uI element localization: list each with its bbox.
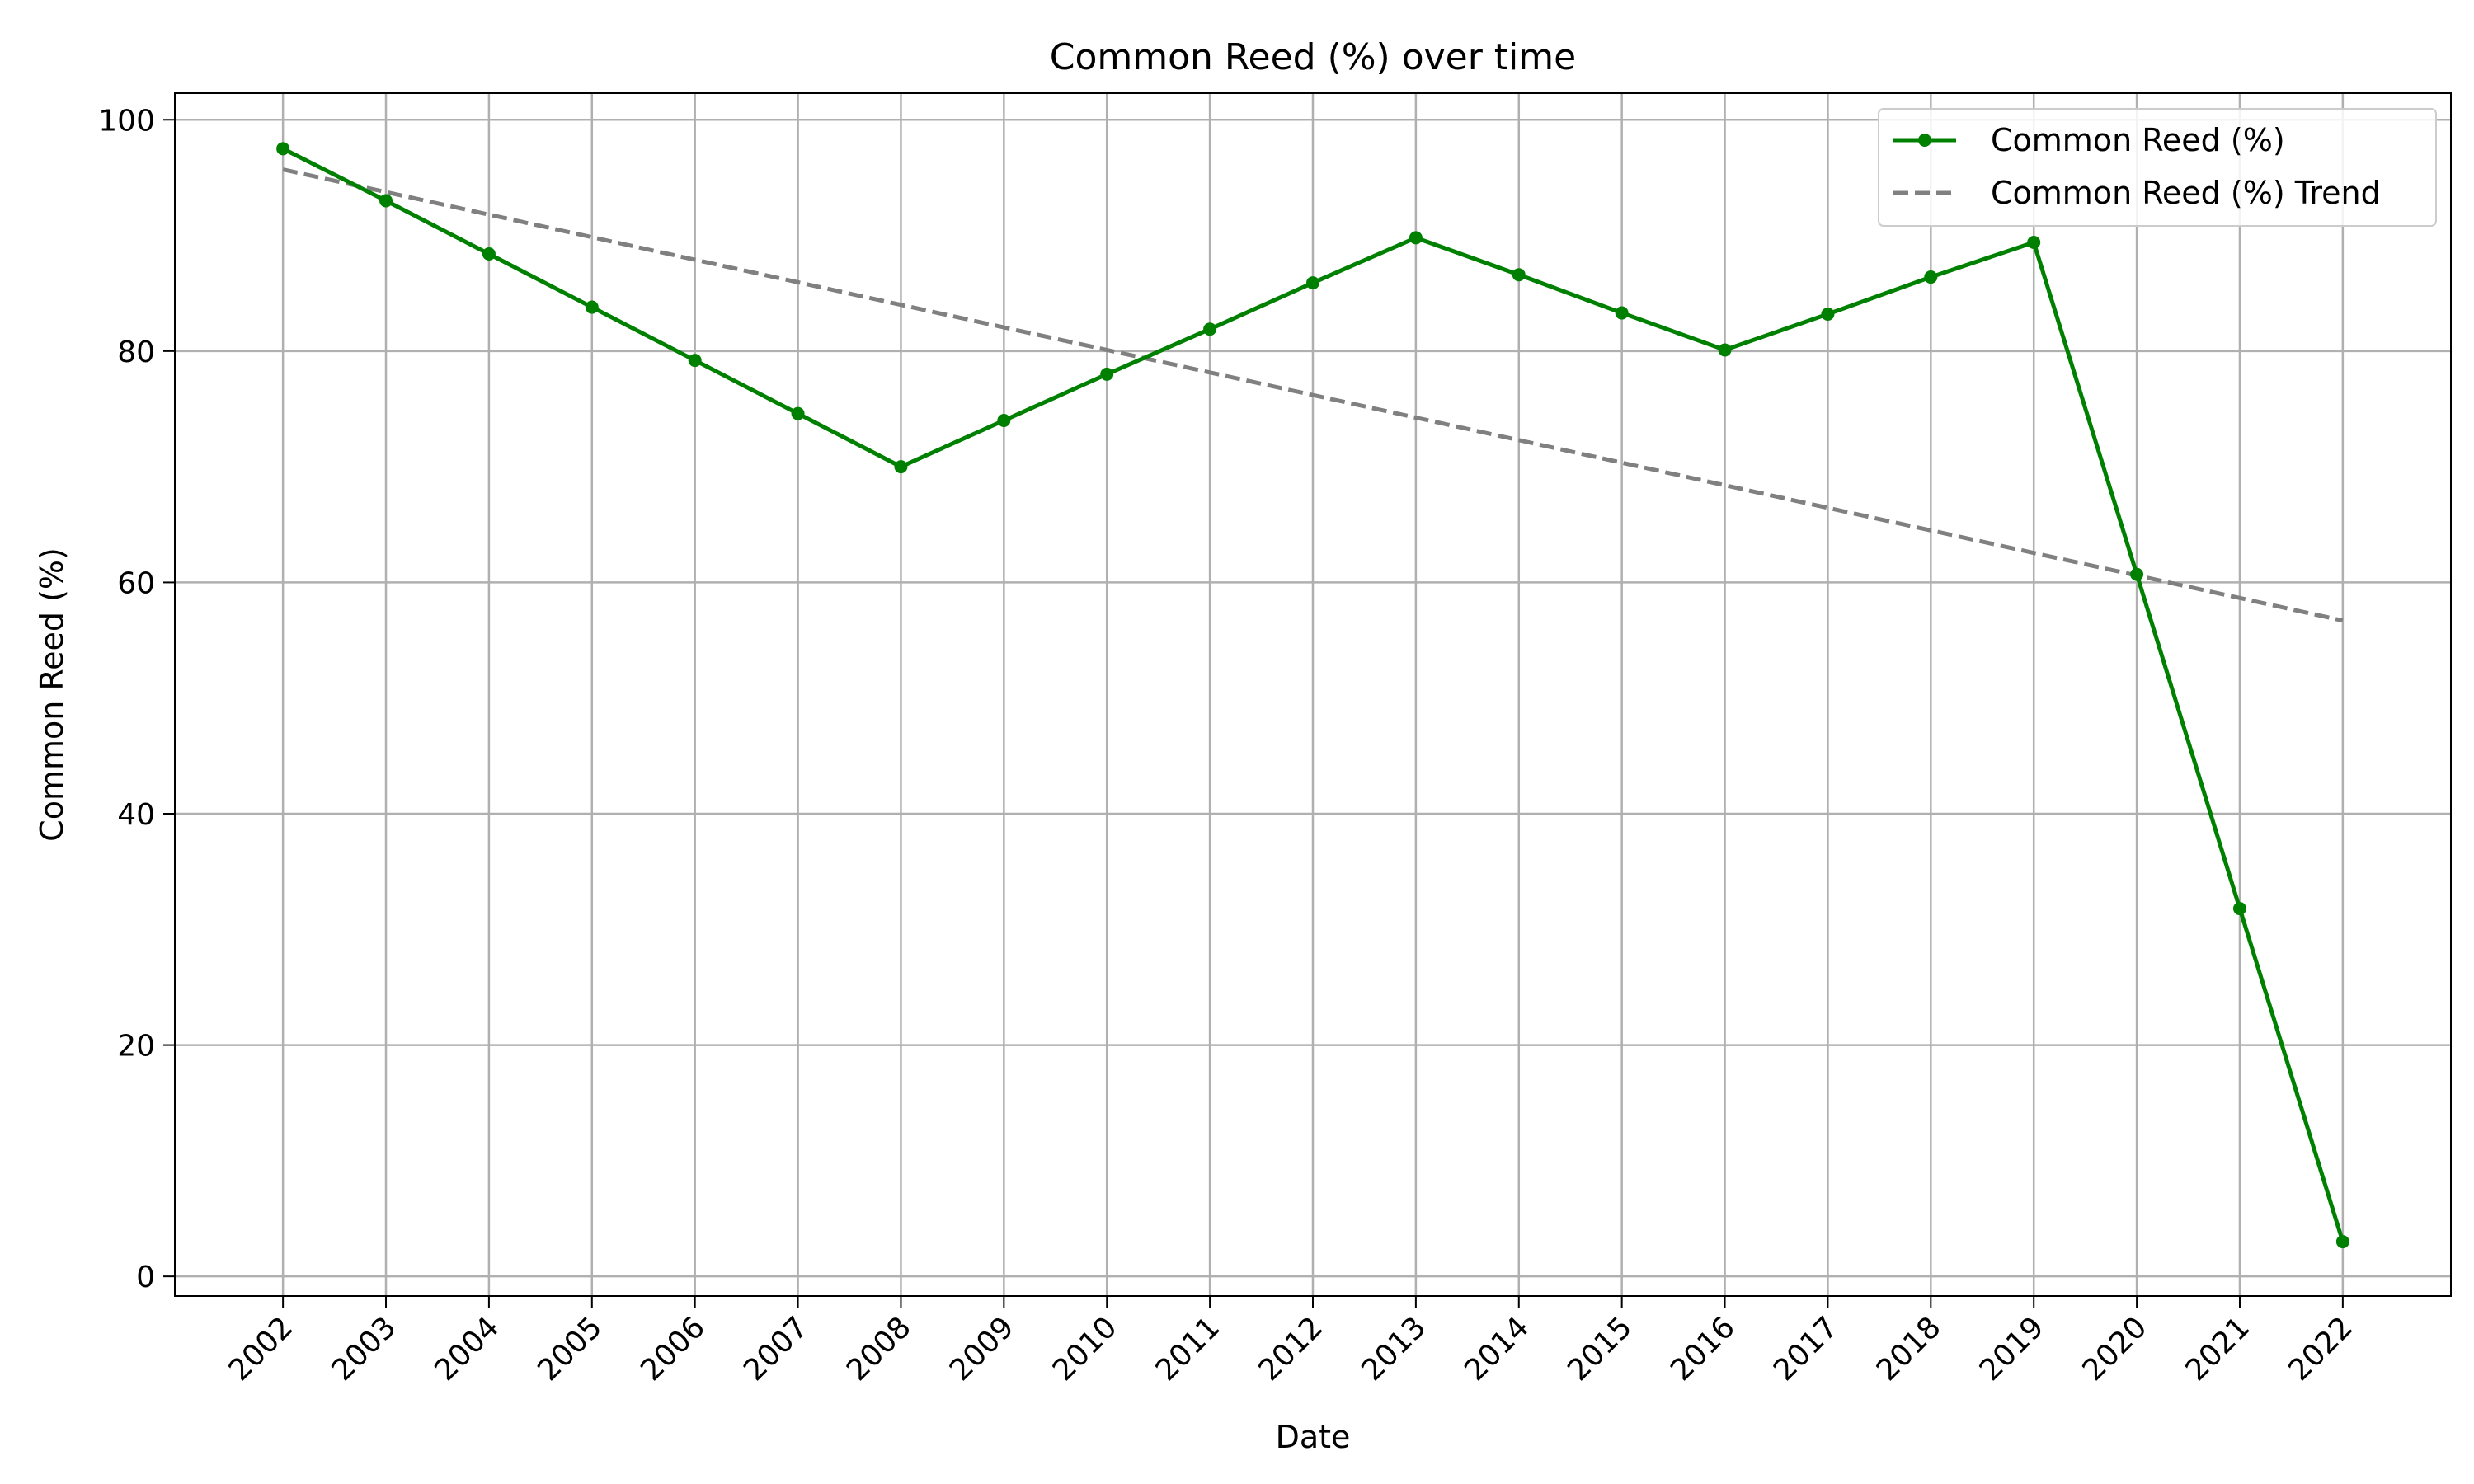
legend-box [1878,108,2437,227]
y-tick-label: 40 [117,798,155,832]
data-point [379,194,393,208]
legend-marker-common-reed [1918,134,1931,147]
legend: Common Reed (%) Common Reed (%) Trend [1878,108,2437,227]
y-tick-label: 20 [117,1030,155,1064]
data-point [1512,268,1526,282]
data-point [1821,307,1835,321]
data-point [1615,306,1629,320]
data-point [1306,276,1319,290]
data-point [1203,322,1217,336]
data-point [1924,270,1938,284]
data-point [997,414,1011,428]
y-tick-label: 60 [117,566,155,600]
legend-entry-trend: Common Reed (%) Trend [1991,175,2381,211]
grid [175,93,2451,1296]
data-point [276,142,290,156]
data-point [1409,231,1423,245]
series-layer [276,142,2349,1249]
y-axis-label: Common Reed (%) [34,547,70,842]
data-point [1718,343,1732,357]
y-tick-label: 100 [98,104,155,138]
x-axis-label: Date [1276,1419,1351,1455]
data-point [585,300,599,314]
data-point [688,354,702,368]
data-point [894,460,908,474]
data-point [791,406,805,420]
data-point [2027,235,2041,249]
y-tick-label: 0 [136,1261,155,1294]
data-point [1100,367,1114,381]
data-point [2232,902,2246,916]
series-line-trend [282,167,2344,623]
y-tick-label: 80 [117,336,155,369]
data-point [482,247,496,261]
data-point [2335,1235,2349,1249]
data-point [2130,567,2144,581]
chart-title: Common Reed (%) over time [1050,36,1576,78]
y-axis: 0 20 40 60 80 100 [98,104,175,1294]
legend-entry-common-reed: Common Reed (%) [1991,122,2285,158]
